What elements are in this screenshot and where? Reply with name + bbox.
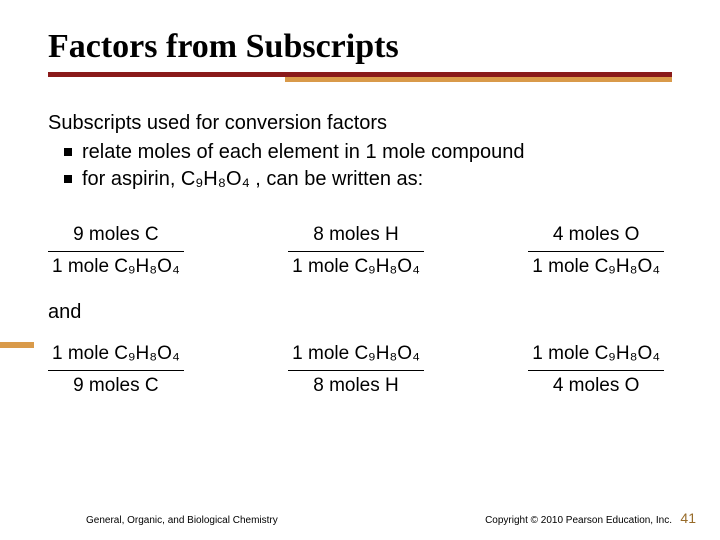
bullet-square-icon xyxy=(64,175,72,183)
title-rule xyxy=(48,72,672,82)
factor: 9 moles C 1 mole C₉H₈O₄ xyxy=(48,223,184,279)
fraction-bottom: 9 moles C xyxy=(48,374,184,399)
footer-left: General, Organic, and Biological Chemist… xyxy=(86,515,278,526)
fraction-top: 4 moles O xyxy=(528,223,664,251)
factor: 8 moles H 1 mole C₉H₈O₄ xyxy=(288,223,424,279)
bullet-item: for aspirin, C₉H₈O₄ , can be written as: xyxy=(64,166,672,193)
fraction-line xyxy=(288,251,424,252)
factor: 1 mole C₉H₈O₄ 8 moles H xyxy=(288,342,424,398)
slide: Factors from Subscripts Subscripts used … xyxy=(0,0,720,540)
fraction-bottom: 8 moles H xyxy=(288,374,424,399)
slide-title: Factors from Subscripts xyxy=(48,28,672,66)
fraction-bottom: 1 mole C₉H₈O₄ xyxy=(288,255,424,280)
factors-row-2: 1 mole C₉H₈O₄ 9 moles C 1 mole C₉H₈O₄ 8 … xyxy=(48,342,672,398)
factor: 4 moles O 1 mole C₉H₈O₄ xyxy=(528,223,664,279)
fraction-top: 1 mole C₉H₈O₄ xyxy=(528,342,664,370)
lead-line: Subscripts used for conversion factors xyxy=(48,110,672,137)
fraction-line xyxy=(48,370,184,371)
fraction-line xyxy=(288,370,424,371)
bullet-item: relate moles of each element in 1 mole c… xyxy=(64,139,672,166)
and-label: and xyxy=(48,301,672,324)
fraction-bottom: 1 mole C₉H₈O₄ xyxy=(48,255,184,280)
rule-bottom xyxy=(285,77,672,82)
factor: 1 mole C₉H₈O₄ 9 moles C xyxy=(48,342,184,398)
factors-row-1: 9 moles C 1 mole C₉H₈O₄ 8 moles H 1 mole… xyxy=(48,223,672,279)
body-text: Subscripts used for conversion factors r… xyxy=(48,110,672,193)
fraction-bottom: 4 moles O xyxy=(528,374,664,399)
footer-right: Copyright © 2010 Pearson Education, Inc. xyxy=(485,515,672,526)
fraction-top: 1 mole C₉H₈O₄ xyxy=(288,342,424,370)
fraction-line xyxy=(528,370,664,371)
bullet-square-icon xyxy=(64,148,72,156)
footer: General, Organic, and Biological Chemist… xyxy=(0,515,720,526)
bullet-text: relate moles of each element in 1 mole c… xyxy=(82,139,524,166)
left-accent-bar xyxy=(0,342,34,348)
fraction-top: 8 moles H xyxy=(288,223,424,251)
fraction-line xyxy=(48,251,184,252)
fraction-top: 9 moles C xyxy=(48,223,184,251)
fraction-bottom: 1 mole C₉H₈O₄ xyxy=(528,255,664,280)
factor: 1 mole C₉H₈O₄ 4 moles O xyxy=(528,342,664,398)
fraction-line xyxy=(528,251,664,252)
bullet-list: relate moles of each element in 1 mole c… xyxy=(48,139,672,193)
bullet-text: for aspirin, C₉H₈O₄ , can be written as: xyxy=(82,166,423,193)
fraction-top: 1 mole C₉H₈O₄ xyxy=(48,342,184,370)
page-number: 41 xyxy=(680,510,696,526)
